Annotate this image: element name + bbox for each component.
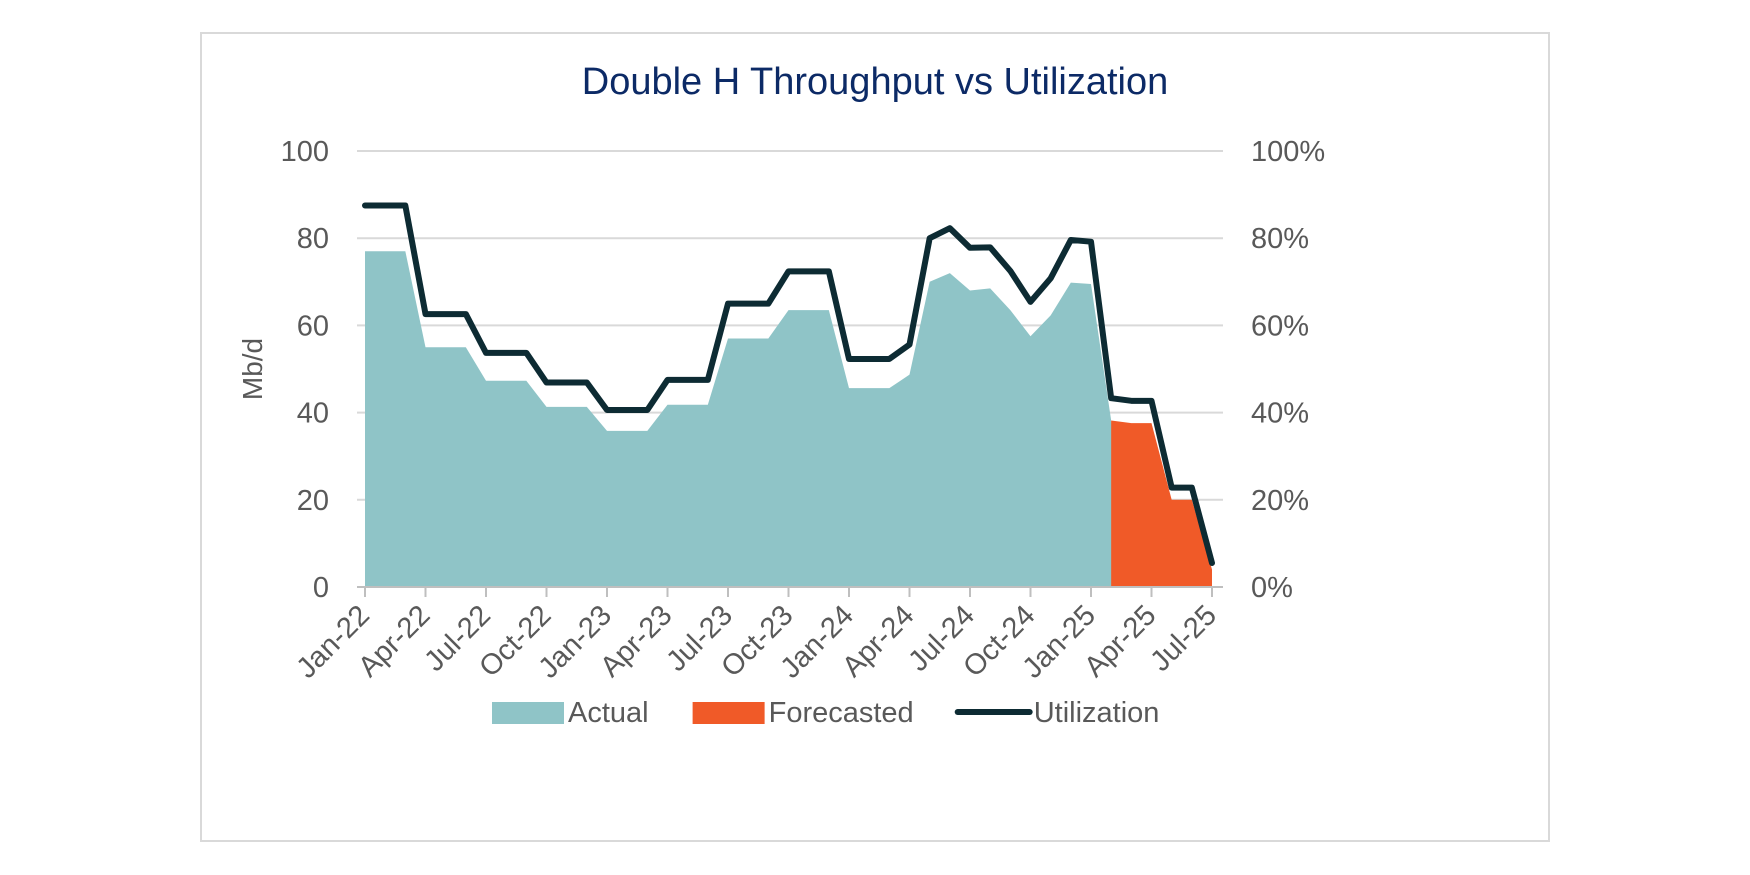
- y-axis-title: Mb/d: [237, 338, 268, 400]
- y-tick-label: 60: [297, 310, 329, 342]
- y-tick-label: 20: [297, 485, 329, 517]
- series-line-utilization: [362, 202, 1215, 567]
- y-tick-label: 0: [313, 572, 329, 604]
- y2-tick-label: 60%: [1251, 310, 1309, 342]
- y2-tick-label: 80%: [1251, 223, 1309, 255]
- area-layer: [365, 251, 1212, 587]
- legend: Actual Forecasted Utilization: [492, 697, 1159, 729]
- y2-tick-label: 20%: [1251, 485, 1309, 517]
- chart-frame: Double H Throughput vs Utilization 0 20 40…: [200, 32, 1550, 842]
- series-area-actual: [365, 251, 1129, 587]
- y2-tick-label: 100%: [1251, 136, 1325, 168]
- chart-svg: Double H Throughput vs Utilization 0 20 40…: [237, 61, 1325, 729]
- series-area-forecasted: [1111, 420, 1212, 587]
- legend-label-forecasted: Forecasted: [769, 697, 914, 729]
- legend-swatch-actual: [492, 702, 564, 724]
- y2-tick-label: 40%: [1251, 398, 1309, 430]
- legend-swatch-forecasted: [692, 702, 765, 724]
- legend-label-actual: Actual: [568, 697, 649, 729]
- legend-label-utilization: Utilization: [1034, 697, 1160, 729]
- y-tick-label: 40: [297, 398, 329, 430]
- y-tick-label: 100: [281, 136, 329, 168]
- x-tick-label: Jul-25: [1144, 599, 1222, 677]
- y-tick-label: 80: [297, 223, 329, 255]
- y2-tick-label: 0%: [1251, 572, 1293, 604]
- chart-title: Double H Throughput vs Utilization: [582, 61, 1169, 103]
- line-layer: [362, 202, 1215, 567]
